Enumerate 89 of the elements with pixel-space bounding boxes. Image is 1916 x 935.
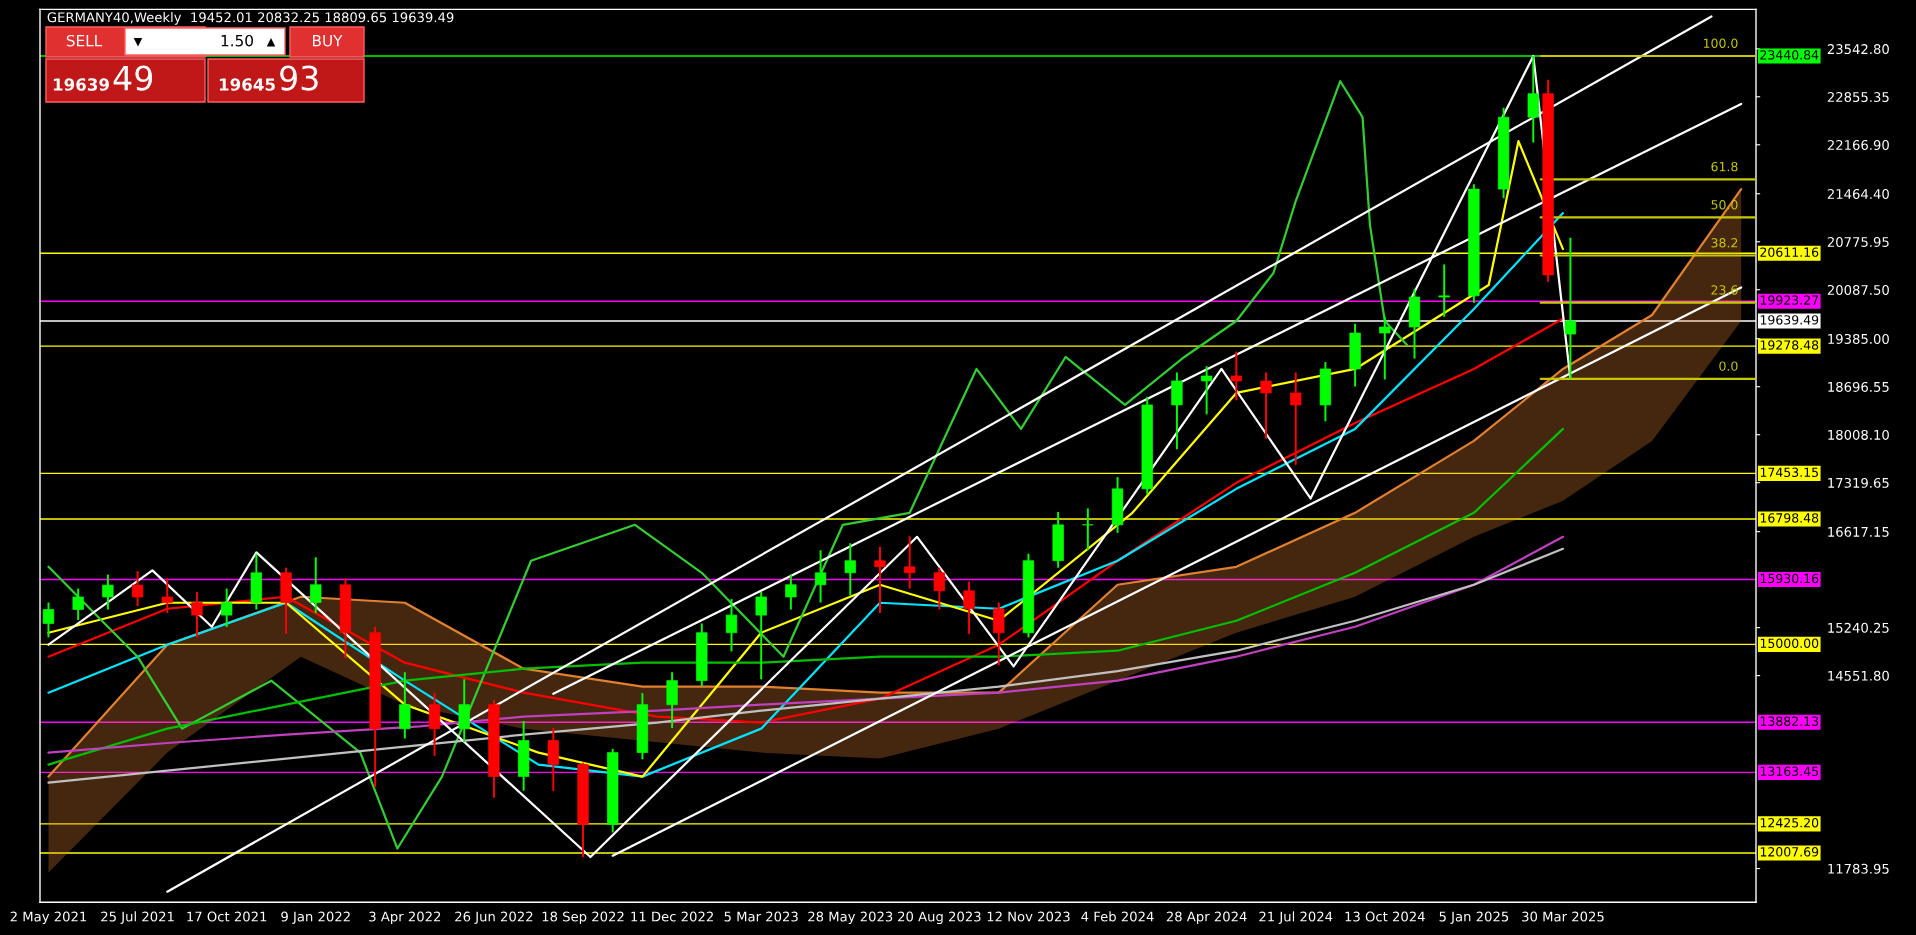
ref-line-label: 17453.15 [1760, 467, 1818, 477]
candlestick [1438, 263, 1450, 318]
ref-line-label: 12007.69 [1760, 847, 1819, 857]
candlestick [1260, 371, 1272, 440]
x-tick-label: 21 Jul 2024 [1259, 911, 1333, 924]
y-tick-label: 16617.15 [1828, 526, 1889, 537]
x-tick-label: 28 May 2023 [808, 911, 893, 925]
candlestick [1230, 350, 1242, 402]
annotation: SELL [66, 34, 103, 47]
candlestick [933, 566, 946, 611]
x-tick-label: 4 Feb 2024 [1081, 911, 1154, 922]
candlestick [725, 598, 738, 653]
candlestick [1564, 236, 1577, 380]
candlestick [191, 591, 203, 639]
annotation: 49 [113, 65, 153, 91]
candlestick [1200, 365, 1213, 416]
candlestick [131, 570, 144, 607]
y-tick-label: 11783.95 [1828, 863, 1889, 874]
annotation: 61.8 [1711, 161, 1738, 172]
candlestick [963, 580, 975, 635]
annotation: 19645 [219, 78, 275, 91]
x-tick-label: 17 Oct 2021 [187, 911, 267, 922]
candlestick [1290, 371, 1302, 466]
x-tick-label: 11 Dec 2022 [631, 911, 713, 922]
annotation: 1.50 [221, 34, 253, 47]
annotation: ▼ [133, 37, 143, 47]
annotation: BUY [313, 35, 343, 47]
line-series [47, 535, 1565, 754]
candlestick [1379, 315, 1391, 381]
line-series [47, 547, 1565, 784]
line-series [47, 427, 1565, 766]
ref-line-label: 23440.84 [1760, 50, 1819, 60]
annotation: 100.0 [1703, 38, 1738, 49]
x-tick-label: 5 Jan 2025 [1439, 911, 1509, 924]
x-tick-label: 28 Apr 2024 [1166, 911, 1247, 925]
ref-line-label: 15930.16 [1760, 573, 1819, 584]
candlestick [102, 573, 114, 611]
candlestick [904, 535, 916, 590]
candlestick [310, 556, 322, 614]
x-tick-label: 18 Sep 2022 [542, 911, 624, 925]
x-tick-label: 5 Mar 2023 [724, 911, 798, 922]
candlestick [161, 577, 173, 614]
candlestick [993, 601, 1005, 667]
x-tick-label: 9 Jan 2022 [281, 911, 350, 924]
x-tick-label: 25 Jul 2021 [101, 911, 174, 924]
chart-title: GERMANY40,Weekly 19452.01 20832.25 18809.65 19639.49 [47, 12, 454, 25]
candlestick [874, 545, 886, 614]
ref-line-label: 16798.48 [1760, 513, 1819, 523]
y-tick-label: 19385.00 [1828, 333, 1889, 344]
candlestick [844, 542, 856, 597]
y-tick-label: 23542.80 [1827, 44, 1889, 55]
ref-line-label: 13163.45 [1760, 766, 1818, 777]
y-tick-label: 20775.95 [1827, 236, 1889, 247]
annotation: 19639 [53, 78, 109, 91]
candlestick [755, 591, 767, 681]
y-tick-label: 22166.90 [1827, 140, 1889, 150]
y-tick-label: 22855.35 [1827, 92, 1889, 103]
ref-line-label: 19639.49 [1760, 315, 1819, 325]
x-tick-label: 13 Oct 2024 [1345, 911, 1425, 922]
x-tick-label: 2 May 2021 [10, 911, 87, 925]
annotation: 38.2 [1711, 238, 1738, 248]
y-tick-label: 18696.55 [1828, 381, 1889, 392]
y-tick-label: 15240.25 [1828, 622, 1889, 633]
candlestick [814, 549, 827, 604]
x-tick-label: 20 Aug 2023 [898, 911, 981, 925]
candlestick [72, 587, 84, 621]
ref-line-label: 12425.20 [1760, 818, 1819, 828]
candlestick [42, 601, 55, 639]
x-tick-label: 26 Jun 2022 [455, 911, 533, 924]
ref-line-label: 19278.48 [1760, 340, 1819, 350]
y-tick-label: 18008.10 [1828, 429, 1889, 440]
x-tick-label: 30 Mar 2025 [1522, 911, 1604, 922]
candlestick [1082, 507, 1094, 552]
x-tick-label: 12 Nov 2023 [987, 911, 1070, 922]
y-tick-label: 17319.65 [1828, 477, 1889, 488]
ref-line-label: 19923.27 [1760, 295, 1819, 305]
ref-line-label: 13882.13 [1760, 716, 1819, 726]
x-tick-label: 3 Apr 2022 [369, 911, 441, 925]
candlestick [785, 573, 797, 611]
annotation: 93 [280, 65, 318, 91]
candlestick [1171, 371, 1183, 451]
annotation: ▲ [266, 37, 276, 47]
y-tick-label: 20087.50 [1827, 284, 1889, 295]
ref-line-label: 15000.00 [1760, 638, 1819, 648]
y-tick-label: 14551.80 [1828, 670, 1889, 681]
candlestick [221, 587, 233, 628]
ref-line-label: 20611.16 [1760, 247, 1819, 257]
y-tick-label: 21464.40 [1827, 188, 1889, 199]
annotation: 0.0 [1719, 361, 1738, 371]
